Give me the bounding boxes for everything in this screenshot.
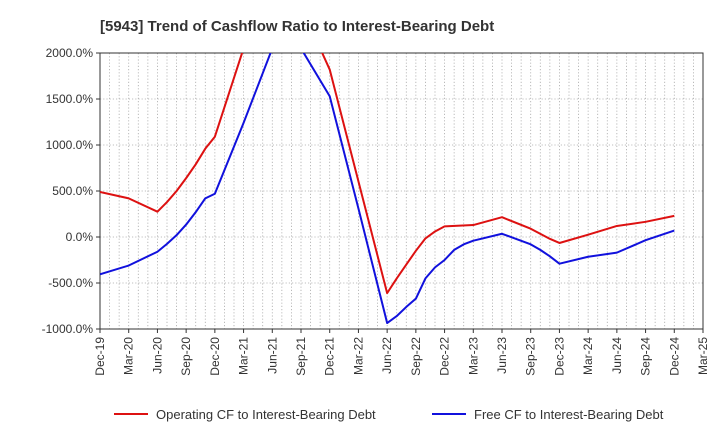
x-tick-label: Dec-22 (438, 337, 452, 376)
series-line-operating-cf (100, 53, 675, 295)
x-tick-label: Jun-21 (265, 337, 279, 374)
x-tick-label: Dec-24 (667, 337, 681, 376)
y-tick-label: 1000.0% (46, 138, 94, 152)
legend: Operating CF to Interest-Bearing Debt Fr… (114, 407, 664, 422)
x-tick-label: Sep-23 (524, 337, 538, 376)
x-tick-label: Sep-24 (639, 337, 653, 376)
series (100, 53, 675, 325)
axes (96, 52, 704, 333)
y-tick-label: -500.0% (48, 276, 93, 290)
chart-title: [5943] Trend of Cashflow Ratio to Intere… (100, 18, 494, 35)
series-line-free-cf (100, 53, 675, 325)
x-tick-label: Mar-20 (122, 337, 136, 375)
x-tick-label: Jun-23 (495, 337, 509, 374)
x-tick-label: Dec-23 (552, 337, 566, 376)
y-tick-label: -1000.0% (42, 322, 94, 336)
x-tick-label: Mar-25 (696, 337, 710, 375)
y-tick-labels: 2000.0% 1500.0% 1000.0% 500.0% 0.0% -500.0% -1… (42, 46, 94, 336)
x-tick-label: Jun-22 (380, 337, 394, 374)
x-tick-label: Sep-20 (179, 337, 193, 376)
x-tick-label: Mar-23 (466, 337, 480, 375)
x-tick-label: Jun-24 (610, 337, 624, 374)
x-tick-label: Mar-21 (237, 337, 251, 375)
y-tick-label: 0.0% (66, 230, 94, 244)
y-tick-label: 2000.0% (46, 46, 94, 60)
x-tick-label: Mar-24 (581, 337, 595, 375)
x-tick-label: Sep-22 (409, 337, 423, 376)
x-tick-label: Dec-19 (93, 337, 107, 376)
x-tick-label: Jun-20 (150, 337, 164, 374)
x-tick-label: Mar-22 (351, 337, 365, 375)
y-tick-label: 500.0% (52, 184, 93, 198)
x-tick-labels: Dec-19 Mar-20 Jun-20 Sep-20 Dec-20 Mar-21 Jun-… (93, 337, 710, 376)
x-tick-label: Sep-21 (294, 337, 308, 376)
legend-label-operating-cf: Operating CF to Interest-Bearing Debt (156, 407, 376, 422)
y-tick-label: 1500.0% (46, 92, 94, 106)
x-tick-label: Dec-20 (208, 337, 222, 376)
grid (100, 53, 703, 329)
plot-frame (99, 52, 704, 330)
legend-label-free-cf: Free CF to Interest-Bearing Debt (474, 407, 664, 422)
x-tick-label: Dec-21 (323, 337, 337, 376)
